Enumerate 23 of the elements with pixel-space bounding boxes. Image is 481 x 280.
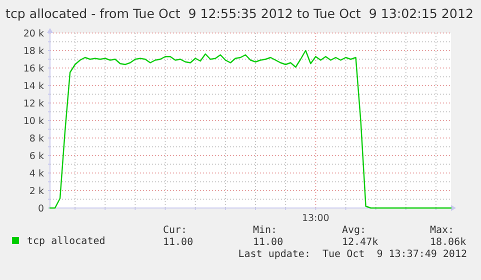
chart-title: tcp allocated - from Tue Oct 9 12:55:35 2012 to Tue Oct 9 13:02:15 2012	[6, 6, 474, 21]
y-tick-label: 18 k	[23, 46, 44, 57]
text: Cur:	[163, 225, 188, 236]
y-tick-label: 2 k	[29, 186, 44, 197]
legend-label: tcp allocated	[27, 236, 106, 247]
text: Avg:	[342, 225, 366, 236]
y-tick-label: 10 k	[23, 116, 44, 127]
y-tick-label: 6 k	[29, 150, 44, 162]
y-tick-label: 12 k	[23, 98, 44, 110]
y-tick-label: 0	[38, 203, 44, 214]
text: 11.00	[163, 237, 194, 248]
text: Last update: Tue Oct 9 13:37:49 2012	[238, 249, 467, 260]
text: 13:00	[302, 213, 330, 224]
text: 12.47k	[342, 237, 378, 248]
text: Max:	[430, 225, 454, 236]
y-tick-label: 14 k	[23, 80, 44, 92]
text: 11.00	[253, 237, 284, 248]
y-tick-label: 20 k	[23, 28, 44, 40]
y-tick-label: 4 k	[29, 168, 44, 180]
text: 18.06k	[430, 237, 466, 248]
text: Min:	[253, 225, 278, 236]
y-tick-label: 8 k	[29, 133, 44, 144]
y-tick-label: 16 k	[23, 63, 44, 74]
